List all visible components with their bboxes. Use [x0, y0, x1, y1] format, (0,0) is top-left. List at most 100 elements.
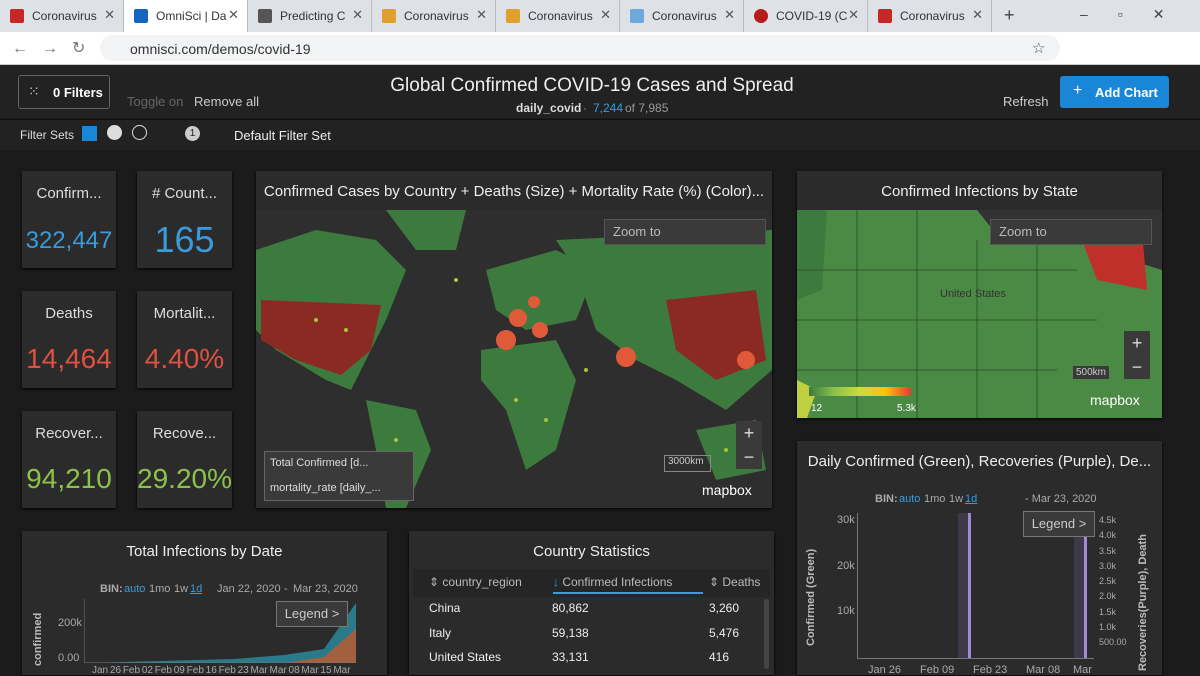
kpi-title: Recover... [35, 425, 103, 442]
attribution: mapbox [702, 482, 752, 498]
tab[interactable]: OmniSci | Da ✕ [124, 0, 248, 32]
x-tick-label: Mar 08 [269, 665, 300, 676]
zoom-placeholder: Zoom to [999, 224, 1047, 239]
tab[interactable]: Coronavirus ✕ [496, 0, 620, 32]
range-end: Mar 23, 2020 [293, 583, 358, 595]
legend-button[interactable]: Legend > [1023, 511, 1095, 537]
plot-area [857, 513, 1094, 659]
range-separator: - [284, 583, 288, 595]
column-header[interactable]: ⇕ country_region [429, 575, 522, 589]
bin-option[interactable]: 1mo [149, 583, 171, 595]
toggle-button[interactable]: Toggle on [127, 94, 184, 109]
layer-item[interactable]: Total Confirmed [d... [270, 457, 369, 469]
zoom-input[interactable] [604, 219, 766, 245]
x-tick-label: Feb 23 [973, 664, 1008, 676]
kpi-tile[interactable]: # Count... 165 [137, 171, 232, 268]
filter-bar: Filter Sets 1 Default Filter Set [0, 119, 1200, 150]
panel-title: Country Statistics [533, 543, 650, 560]
add-button[interactable] [107, 125, 122, 140]
icon: + [1073, 82, 1083, 99]
legend-min: 12 [811, 403, 823, 414]
table-cell: 5,476 [709, 626, 740, 640]
y2-tick-label: 2.0k [1099, 591, 1117, 602]
icon: ⁙ [28, 83, 40, 99]
x-tick-label: Jan 26 [92, 665, 122, 676]
bin-option[interactable]: 1w [174, 583, 189, 595]
bin-option[interactable]: 1w [949, 493, 964, 505]
set-number: 1 [185, 126, 200, 141]
y-axis-label: Confirmed (Green) [805, 548, 817, 646]
tab[interactable]: Coronavirus ✕ [868, 0, 992, 32]
refresh-button[interactable]: Refresh [1003, 94, 1049, 109]
chart-panel: Total Infections by Date BIN: auto 1mo 1… [22, 531, 387, 676]
x-tick-label: Feb 09 [154, 665, 185, 676]
bin-label: BIN: [100, 583, 123, 595]
column-header[interactable]: ⇕ Deaths [709, 575, 761, 589]
bin-option[interactable]: auto [124, 583, 146, 595]
dashboard-header: ⁙ 0 Filters Toggle on Remove all Global … [0, 65, 1200, 118]
column-header[interactable]: ↓ Confirmed Infections [553, 575, 703, 594]
x-tick-label: Feb 16 [186, 665, 217, 676]
layer-item[interactable]: mortality_rate [daily_... [270, 482, 381, 494]
bin-option[interactable]: 1d [190, 583, 203, 595]
tab-title: COVID-19 (C [776, 9, 848, 23]
kpi-tile[interactable]: Deaths 14,464 [22, 291, 116, 388]
kpi-title: Deaths [45, 305, 93, 322]
table-cell: Italy [429, 626, 452, 640]
kpi-tile[interactable]: Recove... 29.20% [137, 411, 232, 508]
icon[interactable] [82, 126, 97, 141]
filtered-count: 7,244 [593, 101, 624, 115]
kpi-tile[interactable]: Recover... 94,210 [22, 411, 116, 508]
bin-option[interactable]: 1d [965, 493, 978, 505]
dashboard-title: Global Confirmed COVID-19 Cases and Spre… [390, 75, 794, 96]
zoom-input[interactable] [990, 219, 1152, 245]
zoom-buttons[interactable]: + − [736, 421, 762, 469]
url-field[interactable] [100, 35, 1060, 61]
window-controls[interactable]: –▫✕ [1080, 6, 1195, 22]
y2-tick-label: 4.0k [1099, 530, 1117, 541]
kpi-tile[interactable]: Mortalit... 4.40% [137, 291, 232, 388]
y2-tick-label: 1.0k [1099, 622, 1117, 633]
tab[interactable]: Coronavirus ✕ [620, 0, 744, 32]
table-cell: 3,260 [709, 601, 740, 615]
filters-button[interactable] [18, 75, 110, 109]
color-legend [809, 387, 911, 396]
scale-bar: 3000km [664, 455, 711, 472]
kpi-tile[interactable]: Confirm... 322,447 [22, 171, 116, 268]
remove-all-button[interactable]: Remove all [194, 94, 260, 109]
tab[interactable]: Coronavirus ✕ [372, 0, 496, 32]
bin-option[interactable]: 1mo [924, 493, 946, 505]
range-start: Jan 22, 2020 [217, 583, 281, 595]
legend-button[interactable]: Legend > [276, 601, 348, 627]
x-tick-label: Mar 08 [1026, 664, 1061, 676]
range-end: - Mar 23, 2020 [1025, 493, 1097, 505]
table-cell: 416 [709, 650, 730, 664]
scrollbar[interactable] [764, 599, 769, 669]
kpi-value: 29.20% [137, 463, 232, 494]
zoom-buttons[interactable]: + − [1124, 331, 1150, 379]
add-chart-button[interactable] [1060, 76, 1169, 108]
nav-buttons[interactable]: ←→↻ [12, 40, 100, 57]
kpi-value: 14,464 [26, 343, 112, 374]
tab[interactable]: COVID-19 (C ✕ [744, 0, 868, 32]
y-tick-label: 0.00 [58, 652, 80, 664]
bookmark[interactable]: ☆ [1032, 40, 1046, 57]
world-map[interactable] [256, 210, 772, 508]
panel-title: Confirmed Infections by State [881, 183, 1078, 200]
remove-button[interactable] [132, 125, 147, 140]
y2-tick-label: 3.5k [1099, 545, 1117, 556]
y-tick-label: 200k [58, 617, 82, 629]
y-tick-label: 30k [837, 514, 855, 526]
y-tick-label: 20k [837, 560, 855, 572]
attribution: mapbox [1090, 392, 1140, 408]
tab[interactable]: Predicting C ✕ [248, 0, 372, 32]
y2-tick-label: 500.00 [1099, 637, 1127, 648]
layer-selector[interactable] [264, 451, 414, 501]
bin-option[interactable]: auto [899, 493, 921, 505]
tab-title: Coronavirus [900, 9, 965, 23]
new-tab[interactable]: + [1004, 5, 1015, 25]
panel-title: Total Infections by Date [126, 543, 283, 560]
set-name[interactable]: Default Filter Set [234, 128, 331, 143]
tab[interactable]: Coronavirus ✕ [0, 0, 124, 32]
